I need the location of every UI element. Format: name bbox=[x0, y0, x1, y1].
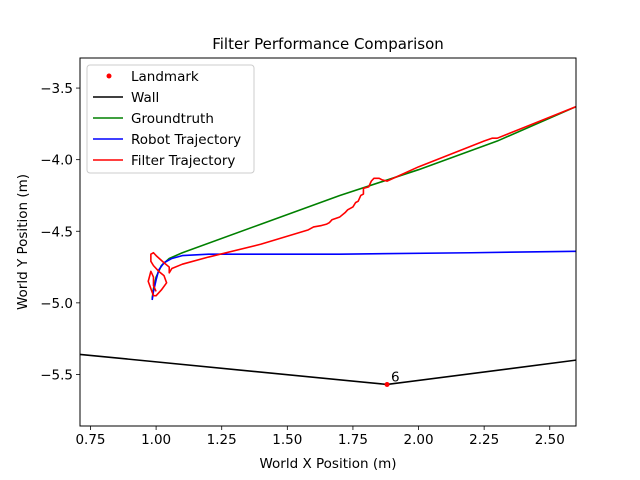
legend-entry-groundtruth: Groundtruth bbox=[93, 111, 214, 127]
x-tick-label: 1.75 bbox=[338, 432, 368, 448]
y-tick-label: −5.5 bbox=[40, 367, 73, 383]
legend-label: Groundtruth bbox=[131, 111, 214, 127]
legend-entry-filter-trajectory: Filter Trajectory bbox=[93, 153, 235, 169]
legend-label: Wall bbox=[131, 90, 159, 106]
x-tick-label: 1.25 bbox=[207, 432, 237, 448]
y-tick-label: −4.5 bbox=[40, 224, 73, 240]
x-tick-label: 2.25 bbox=[469, 432, 499, 448]
legend-entry-robot-trajectory: Robot Trajectory bbox=[93, 132, 241, 148]
landmark-layer: 6 bbox=[384, 369, 400, 387]
x-tick-label: 1.50 bbox=[272, 432, 302, 448]
legend-box bbox=[86, 64, 255, 174]
x-axis: 0.75 1.00 1.25 1.50 1.75 2.00 2.25 2.50 bbox=[75, 426, 565, 448]
x-tick-label: 1.00 bbox=[141, 432, 171, 448]
plot-area: 6 bbox=[79, 57, 577, 427]
legend-entry-landmark: Landmark bbox=[106, 69, 199, 85]
x-axis-label: World X Position (m) bbox=[259, 456, 396, 472]
legend-label: Landmark bbox=[131, 69, 199, 85]
y-axis: −3.5 −4.0 −4.5 −5.0 −5.5 bbox=[40, 81, 80, 383]
legend-label: Robot Trajectory bbox=[131, 132, 241, 148]
chart-title: Filter Performance Comparison bbox=[212, 35, 444, 53]
x-tick-label: 2.50 bbox=[535, 432, 565, 448]
series-layer bbox=[80, 105, 576, 386]
x-tick-label: 0.75 bbox=[75, 432, 105, 448]
x-tick-label: 2.00 bbox=[404, 432, 434, 448]
legend-label: Filter Trajectory bbox=[131, 153, 235, 169]
series-line-robot-trajectory bbox=[151, 250, 576, 301]
landmark-label: 6 bbox=[391, 369, 400, 385]
legend: Landmark Wall Groundtruth Robot Trajectory F… bbox=[86, 64, 255, 174]
legend-entry-wall: Wall bbox=[93, 90, 159, 106]
y-tick-label: −4.0 bbox=[40, 153, 73, 169]
y-tick-label: −5.0 bbox=[40, 296, 73, 312]
series-line-filter-trajectory bbox=[147, 105, 576, 297]
y-tick-label: −3.5 bbox=[40, 81, 73, 97]
plot-frame bbox=[79, 57, 577, 427]
landmark-point bbox=[384, 381, 390, 387]
y-axis-label: World Y Position (m) bbox=[15, 174, 31, 310]
legend-marker bbox=[106, 73, 112, 79]
